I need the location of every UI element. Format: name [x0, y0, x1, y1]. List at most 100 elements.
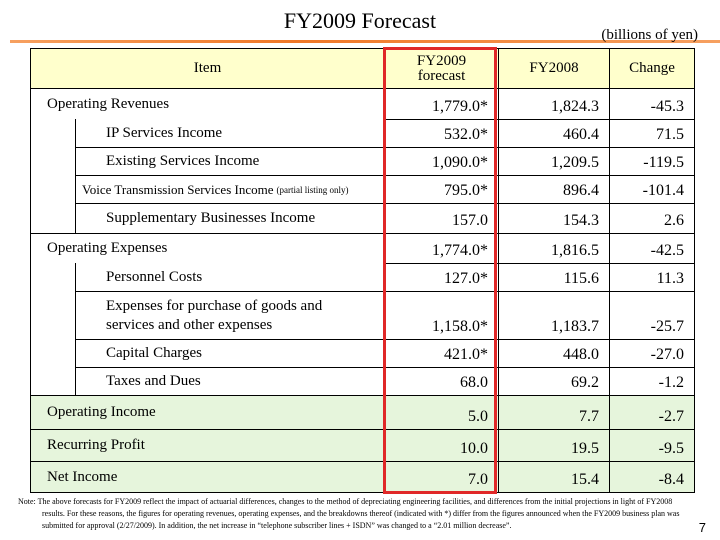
value-text: 1,816.5 [551, 242, 599, 259]
value-text: -1.2 [658, 374, 684, 391]
value-cell: -8.4 [609, 462, 694, 492]
value-cell: -101.4 [609, 175, 694, 203]
header-cell: FY2009 forecast [384, 49, 498, 88]
value-cell: 2.6 [609, 203, 694, 233]
value-cell: -45.3 [609, 89, 694, 119]
item-text: Supplementary Businesses Income [106, 210, 316, 226]
item-cell: Net Income [31, 462, 384, 492]
forecast-table: Item FY2009 forecast FY2008 Change Operating… [30, 48, 695, 493]
item-note: (partial listing only) [276, 184, 349, 195]
value-text: 7.0 [468, 471, 488, 488]
unit-label: (billions of yen) [601, 27, 698, 43]
value-cell: -27.0 [609, 339, 694, 367]
value-cell: 896.4 [498, 175, 609, 203]
header-cell: Item [31, 49, 384, 88]
title-rule [10, 40, 720, 43]
item-text: Recurring Profit [47, 437, 145, 453]
value-cell: 154.3 [498, 203, 609, 233]
table-row: Personnel Costs 127.0* 115.6 11.3 [31, 263, 694, 291]
value-text: 71.5 [656, 126, 684, 143]
value-text: 1,090.0* [432, 154, 488, 171]
value-text: -119.5 [643, 154, 684, 171]
highlight-box [383, 47, 497, 494]
item-text: Personnel Costs [106, 268, 203, 285]
value-cell: 1,824.3 [498, 89, 609, 119]
value-text: 7.7 [579, 408, 599, 425]
item-text: Capital Charges [106, 345, 202, 361]
value-text: 115.6 [563, 270, 599, 287]
header-cell: FY2008 [498, 49, 609, 88]
value-text: 157.0 [452, 212, 488, 229]
value-cell: 1,209.5 [498, 147, 609, 175]
item-cell: Personnel Costs [31, 263, 384, 291]
value-text: -101.4 [642, 182, 684, 199]
value-text: 1,824.3 [551, 98, 599, 115]
value-text: 896.4 [563, 182, 599, 199]
header-text: Item [193, 60, 222, 76]
table-row: Expenses for purchase of goods and servi… [31, 291, 694, 339]
item-text: Existing Services Income [106, 153, 260, 169]
sub-item: Capital Charges [75, 339, 384, 367]
page-number: 7 [698, 520, 706, 535]
item-cell: Supplementary Businesses Income [31, 203, 384, 233]
item-text: Operating Revenues [47, 95, 170, 112]
value-cell: -2.7 [609, 396, 694, 429]
value-text: 5.0 [468, 408, 488, 425]
value-cell: -25.7 [609, 291, 694, 339]
value-text: 421.0* [444, 346, 488, 363]
value-cell: 71.5 [609, 119, 694, 147]
value-text: -45.3 [650, 98, 684, 115]
value-text: 532.0* [444, 126, 488, 143]
table-row: Capital Charges 421.0* 448.0 -27.0 [31, 339, 694, 367]
header-text: Change [629, 60, 675, 76]
table-row: Existing Services Income 1,090.0* 1,209.5 -… [31, 147, 694, 175]
item-cell: Operating Expenses [31, 234, 384, 263]
value-text: -27.0 [650, 346, 684, 363]
value-cell: 7.7 [498, 396, 609, 429]
item-cell: Expenses for purchase of goods and servi… [31, 291, 384, 339]
value-text: -25.7 [650, 318, 684, 335]
item-cell: Operating Income [31, 396, 384, 429]
value-cell: 19.5 [498, 430, 609, 461]
table-row: Operating Revenues 1,779.0* 1,824.3 -45.3 [31, 89, 694, 119]
sub-item: Taxes and Dues [75, 367, 384, 395]
item-text: Voice Transmission Services Income [82, 182, 274, 197]
value-text: 1,183.7 [551, 318, 599, 335]
value-text: 154.3 [563, 212, 599, 229]
sub-item: Supplementary Businesses Income [75, 203, 384, 233]
value-cell: 460.4 [498, 119, 609, 147]
value-text: 1,209.5 [551, 154, 599, 171]
item-cell: Operating Revenues [31, 89, 384, 119]
value-cell: -1.2 [609, 367, 694, 395]
value-text: 795.0* [444, 182, 488, 199]
value-cell: 69.2 [498, 367, 609, 395]
item-cell: Capital Charges [31, 339, 384, 367]
value-text: 1,158.0* [432, 318, 488, 335]
header-cell: Change [609, 49, 694, 88]
value-text: -2.7 [658, 408, 684, 425]
table-row: Recurring Profit 10.0 19.5 -9.5 [31, 429, 694, 461]
table-row: Net Income 7.0 15.4 -8.4 [31, 461, 694, 492]
table-row: Operating Income 5.0 7.7 -2.7 [31, 395, 694, 429]
table-row: IP Services Income 532.0* 460.4 71.5 [31, 119, 694, 147]
table-row: Operating Expenses 1,774.0* 1,816.5 -42.5 [31, 233, 694, 263]
value-text: 68.0 [460, 374, 488, 391]
table-row: Taxes and Dues 68.0 69.2 -1.2 [31, 367, 694, 395]
value-text: 19.5 [571, 440, 599, 457]
value-cell: 11.3 [609, 263, 694, 291]
value-text: 2.6 [664, 212, 684, 229]
value-cell: -9.5 [609, 430, 694, 461]
table-row: Voice Transmission Services Income (parti… [31, 175, 694, 203]
value-text: 1,774.0* [432, 242, 488, 259]
header-row: Item FY2009 forecast FY2008 Change [31, 49, 694, 89]
item-text: IP Services Income [106, 124, 223, 141]
sub-item: IP Services Income [75, 119, 384, 147]
value-text: 460.4 [563, 126, 599, 143]
value-text: 10.0 [460, 440, 488, 457]
item-text: Operating Expenses [47, 240, 168, 256]
value-text: -9.5 [658, 440, 684, 457]
value-text: 1,779.0* [432, 98, 488, 115]
footnote: Note: The above forecasts for FY2009 ref… [18, 497, 680, 530]
sub-item: Personnel Costs [75, 263, 384, 291]
